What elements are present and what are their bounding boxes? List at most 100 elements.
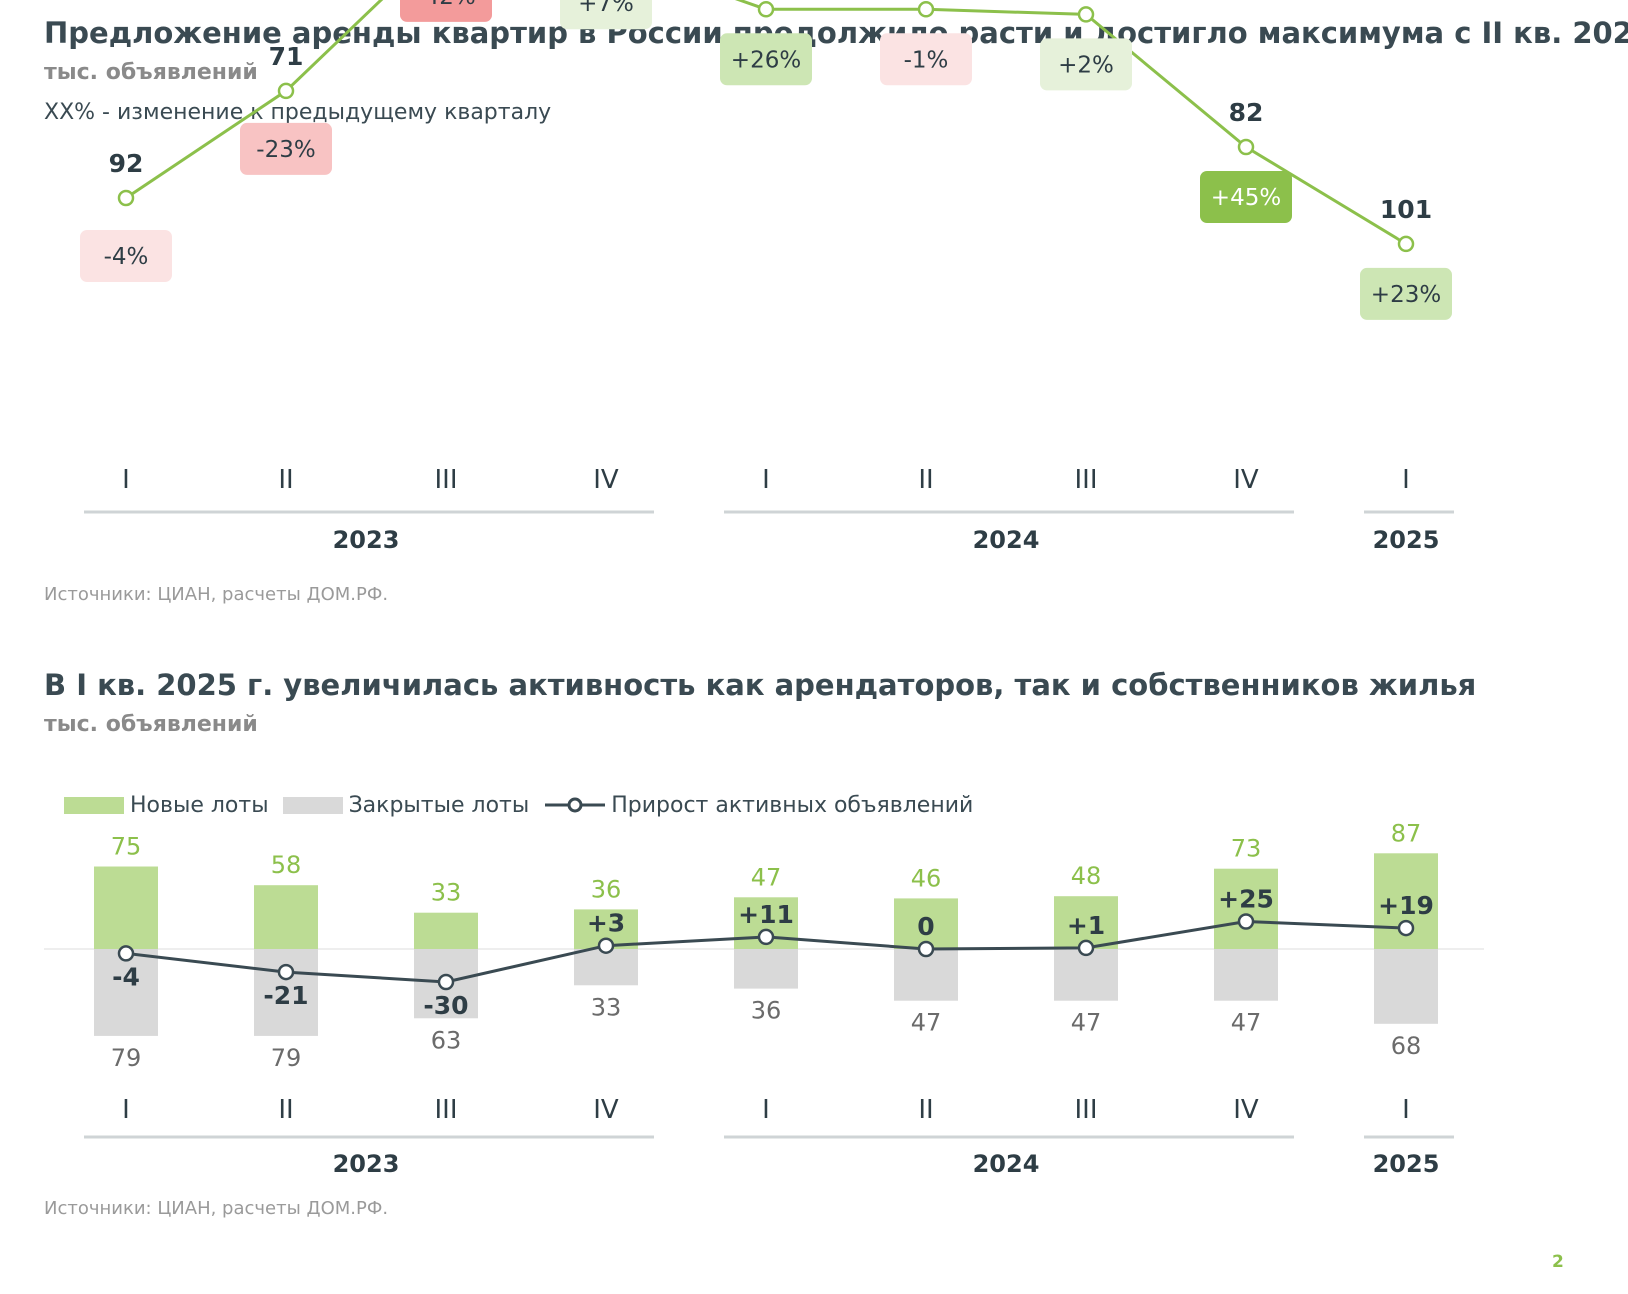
growth-value-label: -4 — [112, 962, 140, 991]
closed-lots-value-label: 79 — [111, 1044, 142, 1072]
new-lots-bar — [894, 898, 958, 949]
quarter-tick-label: IV — [1233, 1095, 1259, 1125]
growth-point — [437, 973, 455, 991]
data-point — [1237, 138, 1255, 156]
data-point — [1077, 6, 1095, 23]
quarter-tick-label: IV — [593, 1095, 619, 1125]
new-lots-value-label: 87 — [1391, 819, 1422, 847]
change-badge — [720, 33, 812, 86]
legend-new-label: Новые лоты — [130, 792, 269, 818]
quarter-tick-label: I — [122, 1095, 130, 1125]
new-lots-value-label: 75 — [111, 833, 142, 861]
closed-lots-bar — [1374, 949, 1438, 1024]
data-value-label: 82 — [1229, 98, 1264, 127]
closed-lots-value-label: 63 — [431, 1026, 462, 1054]
growth-value-label: +1 — [1067, 911, 1105, 940]
bottom-chart-title: В I кв. 2025 г. увеличилась активность к… — [44, 668, 1477, 702]
closed-lots-bar — [254, 949, 318, 1036]
growth-point — [1397, 919, 1415, 937]
growth-point — [277, 963, 295, 981]
year-label: 2023 — [333, 1150, 400, 1178]
change-badge-label: +7% — [578, 0, 634, 17]
quarter-tick-label: III — [434, 465, 457, 495]
closed-lots-bar — [94, 949, 158, 1036]
new-lots-value-label: 36 — [591, 875, 622, 903]
new-lots-value-label: 58 — [271, 851, 302, 879]
closed-lots-value-label: 68 — [1391, 1032, 1422, 1060]
growth-value-label: +25 — [1218, 885, 1274, 914]
growth-value-label: +3 — [587, 909, 625, 938]
closed-lots-bar — [734, 949, 798, 989]
change-badge-label: -23% — [256, 137, 315, 163]
year-label: 2024 — [973, 1150, 1040, 1178]
bottom-chart-source: Источники: ЦИАН, расчеты ДОМ.РФ. — [44, 1198, 389, 1219]
quarter-tick-label: III — [434, 1095, 457, 1125]
data-point — [117, 189, 135, 207]
new-lots-value-label: 33 — [431, 879, 462, 907]
quarter-tick-label: I — [1402, 465, 1410, 495]
change-badge-label: -42% — [416, 0, 475, 10]
new-lots-value-label: 47 — [751, 863, 782, 891]
new-lots-value-label: 46 — [911, 864, 942, 892]
growth-value-label: +11 — [738, 900, 794, 929]
data-point — [757, 1, 775, 18]
change-badge — [240, 122, 332, 175]
growth-point — [757, 928, 775, 946]
top-chart-note: XX% - изменение к предыдущему кварталу — [44, 100, 552, 125]
legend-new-lots: Новые лоты — [64, 793, 269, 818]
data-value-label: 71 — [269, 42, 304, 71]
legend-closed-label: Закрытые лоты — [348, 792, 530, 818]
quarter-tick-label: II — [918, 1095, 933, 1125]
change-badge-label: +26% — [731, 47, 801, 73]
bottom-bar-chart: 75 79 58 79 33 63 36 33 47 36 46 47 48 47 73 47 87 68 -4 -2… — [44, 819, 1484, 1178]
change-badge-label: +2% — [1058, 52, 1114, 78]
closed-lots-value-label: 36 — [751, 997, 782, 1025]
year-label: 2024 — [973, 526, 1040, 554]
growth-point — [1237, 913, 1255, 930]
closed-lots-bar — [1054, 949, 1118, 1001]
data-value-label: 101 — [1380, 195, 1432, 224]
change-badge — [80, 230, 172, 282]
top-chart-source: Источники: ЦИАН, расчеты ДОМ.РФ. — [44, 584, 389, 605]
data-point — [917, 1, 935, 18]
quarter-tick-label: III — [1074, 465, 1097, 495]
growth-value-label: 0 — [917, 912, 934, 941]
quarter-tick-label: III — [1074, 1095, 1097, 1125]
quarter-tick-label: II — [278, 1095, 293, 1125]
change-badge — [1040, 38, 1132, 91]
closed-lots-value-label: 79 — [271, 1044, 302, 1072]
growth-value-label: -30 — [423, 991, 468, 1020]
quarter-tick-label: I — [762, 1095, 770, 1125]
growth-point — [917, 940, 935, 958]
bottom-chart-legend: Новые лоты Закрытые лоты Прирост активны… — [64, 790, 987, 820]
change-badge — [880, 33, 972, 86]
change-badge — [560, 0, 652, 30]
data-point — [277, 82, 295, 100]
closed-lots-value-label: 47 — [1231, 1009, 1262, 1037]
change-badge — [400, 0, 492, 22]
new-lots-bar — [414, 912, 478, 949]
data-value-label: 92 — [109, 149, 144, 178]
new-lots-bar — [254, 885, 318, 949]
closed-lots-value-label: 33 — [591, 993, 622, 1021]
growth-point — [597, 937, 615, 954]
growth-value-label: +19 — [1378, 891, 1434, 920]
growth-point — [1077, 939, 1095, 957]
quarter-tick-label: II — [918, 465, 933, 495]
data-point — [1397, 235, 1415, 253]
quarter-tick-label: IV — [593, 465, 619, 495]
closed-lots-bar — [1214, 949, 1278, 1001]
growth-point — [117, 945, 135, 962]
change-badge-label: -4% — [104, 244, 149, 270]
legend-growth-label: Прирост активных объявлений — [611, 792, 974, 818]
quarter-tick-label: I — [762, 465, 770, 495]
top-chart-title: Предложение аренды квартир в России прод… — [44, 16, 1628, 50]
change-badge-label: +23% — [1371, 282, 1441, 308]
bottom-chart-unit: тыс. объявлений — [44, 712, 258, 737]
closed-lots-bar — [574, 949, 638, 986]
legend-closed-swatch — [282, 796, 343, 814]
legend-growth: Прирост активных объявлений — [543, 793, 973, 818]
new-lots-value-label: 48 — [1071, 862, 1102, 890]
year-label: 2025 — [1373, 1150, 1440, 1178]
closed-lots-value-label: 47 — [1071, 1009, 1102, 1037]
